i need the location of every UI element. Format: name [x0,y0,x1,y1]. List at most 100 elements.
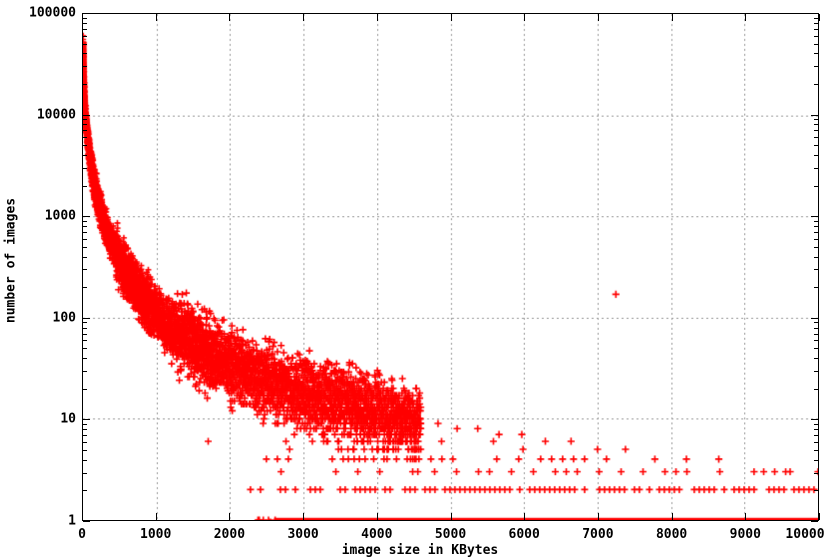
y-tick-label: 1000 [44,208,76,224]
y-tick-mark [83,429,87,431]
y-tick-mark [811,114,818,116]
x-axis-title: image size in KBytes [341,543,499,558]
x-tick-label: 4000 [361,527,393,542]
y-tick-mark [814,333,818,335]
y-tick-mark [814,388,818,390]
y-tick-mark [814,322,818,324]
x-tick-mark [597,14,599,21]
x-tick-mark [155,14,157,21]
y-tick-mark [83,167,87,169]
y-tick-mark [83,269,87,271]
x-tick-label: 9000 [729,527,761,542]
y-tick-mark [814,130,818,132]
y-tick-mark [83,119,87,121]
y-tick-mark [83,22,87,24]
y-tick-mark [814,185,818,187]
x-tick-mark [450,513,452,520]
y-tick-mark [83,521,90,522]
y-tick-mark [811,216,818,218]
y-tick-mark [814,358,818,360]
x-tick-mark [524,513,526,520]
x-tick-label: 10000 [785,527,825,542]
y-tick-mark [83,449,87,451]
y-tick-mark [814,449,818,451]
y-tick-mark [83,424,87,426]
y-tick-mark [814,17,818,19]
y-tick-mark [83,114,90,116]
y-tick-mark [83,43,87,45]
x-tick-mark [671,14,673,21]
x-tick-mark [229,14,231,21]
y-tick-mark [83,220,87,222]
y-tick-mark [814,370,818,372]
y-tick-mark [83,419,90,421]
x-tick-mark [597,513,599,520]
y-tick-mark [83,17,87,19]
y-tick-mark [814,155,818,157]
y-tick-mark [811,317,818,319]
y-tick-mark [814,220,818,222]
y-tick-mark [83,287,87,289]
y-tick-mark [83,28,87,30]
y-tick-label: 100000 [29,5,76,21]
x-tick-mark [745,14,747,21]
y-tick-mark [811,521,818,522]
y-tick-mark [811,419,818,421]
y-tick-mark [83,327,87,329]
x-tick-mark [82,513,83,520]
x-tick-label: 1000 [140,527,172,542]
y-tick-mark [83,435,87,437]
y-tick-mark [814,231,818,233]
x-tick-mark [524,14,526,21]
y-tick-mark [83,472,87,474]
x-tick-mark [303,14,305,21]
y-tick-mark [814,435,818,437]
x-tick-mark [82,14,83,21]
x-tick-mark [819,513,820,520]
y-tick-mark [83,124,87,126]
y-tick-mark [83,441,87,443]
y-tick-mark [814,459,818,461]
y-tick-mark [83,216,90,218]
y-tick-label: 10 [60,411,76,427]
x-tick-label: 5000 [434,527,467,542]
y-tick-mark [814,66,818,68]
y-tick-mark [83,53,87,55]
y-tick-mark [83,322,87,324]
y-tick-mark [814,238,818,240]
x-tick-mark [745,513,747,520]
y-tick-mark [814,124,818,126]
y-tick-mark [814,226,818,228]
y-tick-mark [83,388,87,390]
y-tick-mark [83,13,90,14]
y-tick-mark [83,238,87,240]
y-tick-mark [814,287,818,289]
x-tick-mark [450,14,452,21]
y-tick-mark [814,441,818,443]
y-tick-mark [814,43,818,45]
x-tick-mark [303,513,305,520]
y-tick-mark [83,333,87,335]
y-tick-mark [814,53,818,55]
x-tick-label: 3000 [287,527,319,542]
y-tick-mark [83,490,87,492]
y-tick-mark [814,28,818,30]
y-tick-mark [83,340,87,342]
x-tick-label: 2000 [213,527,246,542]
x-tick-mark [155,513,157,520]
y-tick-mark [814,340,818,342]
y-tick-mark [83,145,87,147]
x-tick-mark [229,513,231,520]
x-tick-mark [819,14,820,21]
y-tick-label: 1 [68,513,76,529]
y-tick-mark [811,13,818,14]
plot-area [82,13,819,521]
y-tick-mark [814,269,818,271]
y-tick-mark [814,119,818,121]
x-tick-label: 7000 [582,527,614,542]
y-tick-mark [814,429,818,431]
y-tick-mark [814,472,818,474]
y-tick-mark [83,137,87,139]
y-tick-mark [83,459,87,461]
